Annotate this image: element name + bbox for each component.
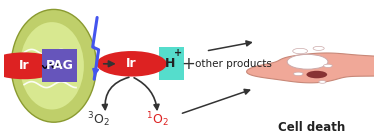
FancyBboxPatch shape	[42, 49, 77, 82]
Polygon shape	[246, 53, 378, 83]
Text: H: H	[164, 57, 175, 70]
Circle shape	[319, 81, 326, 83]
Text: other products: other products	[195, 59, 271, 69]
Circle shape	[324, 64, 332, 67]
Text: Ir: Ir	[19, 59, 29, 72]
Text: +: +	[174, 48, 182, 58]
Ellipse shape	[20, 22, 84, 109]
Text: Ir: Ir	[126, 57, 137, 70]
Circle shape	[96, 51, 167, 77]
Text: +: +	[147, 55, 161, 73]
Circle shape	[307, 71, 327, 78]
Ellipse shape	[11, 9, 96, 122]
Text: $^1$O$_2$: $^1$O$_2$	[146, 110, 169, 129]
Circle shape	[313, 46, 324, 50]
Text: Cell death: Cell death	[277, 121, 345, 134]
Text: $^3$O$_2$: $^3$O$_2$	[87, 110, 110, 129]
Circle shape	[293, 48, 308, 54]
Text: +: +	[181, 55, 195, 73]
Circle shape	[0, 52, 61, 79]
Text: PAG: PAG	[45, 59, 73, 72]
Circle shape	[293, 72, 303, 76]
Circle shape	[287, 54, 328, 69]
FancyBboxPatch shape	[160, 47, 184, 80]
